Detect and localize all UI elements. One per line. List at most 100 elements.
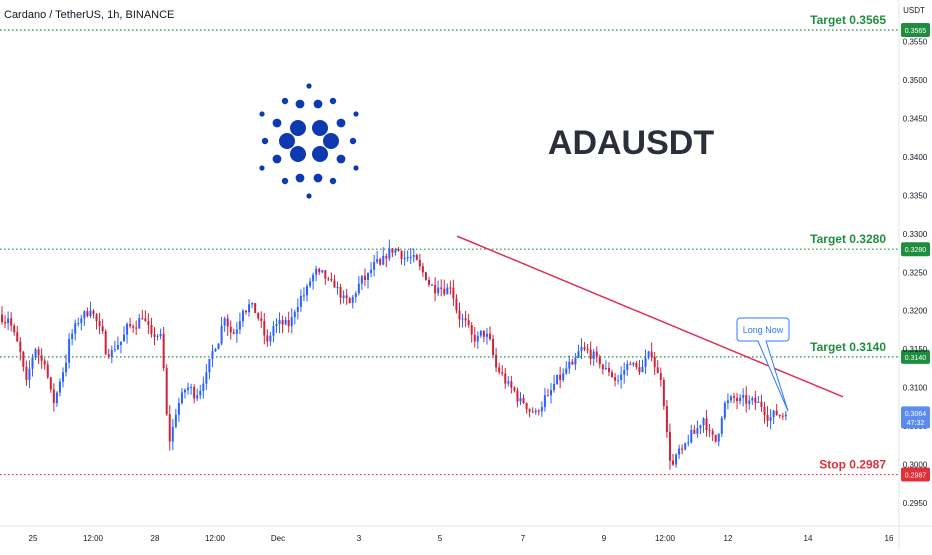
- candle-body: [440, 287, 443, 289]
- candle: [135, 320, 138, 335]
- downtrend-line[interactable]: [456, 235, 844, 398]
- candle-body: [672, 460, 674, 465]
- candle-body: [321, 270, 324, 273]
- candle: [428, 276, 430, 287]
- y-tick-label: 0.2950: [903, 499, 928, 508]
- candle: [190, 383, 193, 395]
- candle: [784, 410, 787, 421]
- candle-body: [205, 372, 208, 384]
- candle-body: [525, 403, 528, 410]
- candle: [443, 279, 446, 297]
- candle: [604, 360, 607, 370]
- candle: [46, 360, 49, 380]
- candle-body: [473, 334, 476, 342]
- candle: [52, 383, 55, 412]
- candle: [510, 375, 513, 394]
- y-tick-label: 0.3150: [903, 345, 928, 354]
- x-tick-label: Dec: [271, 534, 285, 543]
- candle: [251, 302, 254, 309]
- candle: [382, 247, 385, 266]
- candle-body: [665, 406, 668, 433]
- candle: [147, 313, 150, 335]
- candle: [281, 315, 284, 334]
- candle-body: [370, 269, 373, 274]
- candle: [266, 329, 269, 347]
- candle: [693, 425, 696, 434]
- level-price-tag: [901, 349, 930, 364]
- candle-body: [318, 268, 321, 273]
- candle-body: [641, 366, 644, 373]
- candle-body: [604, 368, 607, 370]
- candle: [385, 253, 388, 268]
- candle-body: [162, 333, 165, 369]
- candle: [278, 312, 281, 334]
- candle-body: [156, 336, 159, 338]
- candle-body: [540, 407, 543, 412]
- candle-body: [739, 397, 742, 402]
- level-price-tag: [901, 23, 930, 37]
- candle: [620, 366, 623, 389]
- candle: [58, 378, 61, 397]
- candle: [333, 274, 336, 288]
- candle-body: [397, 249, 400, 251]
- candle-body: [745, 395, 748, 404]
- candle: [406, 250, 409, 262]
- candle: [132, 324, 135, 333]
- candle: [543, 387, 546, 412]
- candle-body: [86, 311, 89, 317]
- candle: [629, 361, 632, 366]
- candle: [116, 336, 119, 351]
- candle: [22, 350, 25, 372]
- logo-dot: [281, 177, 289, 185]
- candle: [153, 327, 156, 346]
- candle: [315, 265, 318, 282]
- candle: [742, 388, 745, 407]
- y-tick-label: 0.3100: [903, 384, 928, 393]
- candle-body: [681, 448, 684, 450]
- candle-body: [147, 321, 150, 325]
- candle-body: [275, 324, 278, 327]
- x-tick-label: 5: [438, 534, 443, 543]
- candle-body: [245, 310, 247, 313]
- candle-body: [220, 325, 223, 344]
- candle-body: [141, 318, 144, 320]
- candle-body: [184, 389, 186, 393]
- candle-body: [165, 368, 168, 415]
- candle: [766, 406, 769, 427]
- candle: [162, 327, 165, 372]
- candle: [171, 418, 174, 450]
- candle-body: [40, 355, 43, 361]
- candle: [89, 301, 92, 319]
- candle-body: [367, 273, 369, 280]
- candle: [40, 348, 43, 369]
- candle: [193, 384, 196, 404]
- candle-body: [68, 338, 71, 363]
- candle: [516, 387, 519, 408]
- candle: [275, 318, 278, 333]
- candle: [238, 312, 241, 335]
- y-tick-label: 0.3550: [903, 38, 928, 47]
- candle-body: [232, 332, 235, 334]
- candle: [647, 350, 650, 360]
- candle-body: [342, 295, 345, 298]
- candle: [257, 312, 260, 321]
- candle: [138, 313, 141, 329]
- candle-body: [662, 379, 665, 407]
- candle-body: [400, 250, 403, 259]
- candle-body: [574, 357, 577, 365]
- candle-body: [534, 410, 537, 413]
- candle-body: [217, 343, 220, 350]
- long-now-callout[interactable]: [736, 317, 790, 412]
- candle-body: [519, 398, 522, 402]
- candle: [479, 330, 482, 338]
- candle: [489, 326, 491, 341]
- last-price-tag: [901, 406, 930, 429]
- candle-body: [580, 347, 583, 352]
- candle-body: [577, 351, 580, 358]
- candle-body: [546, 395, 549, 397]
- candle: [577, 344, 580, 359]
- candle: [370, 262, 373, 278]
- candle: [748, 395, 751, 410]
